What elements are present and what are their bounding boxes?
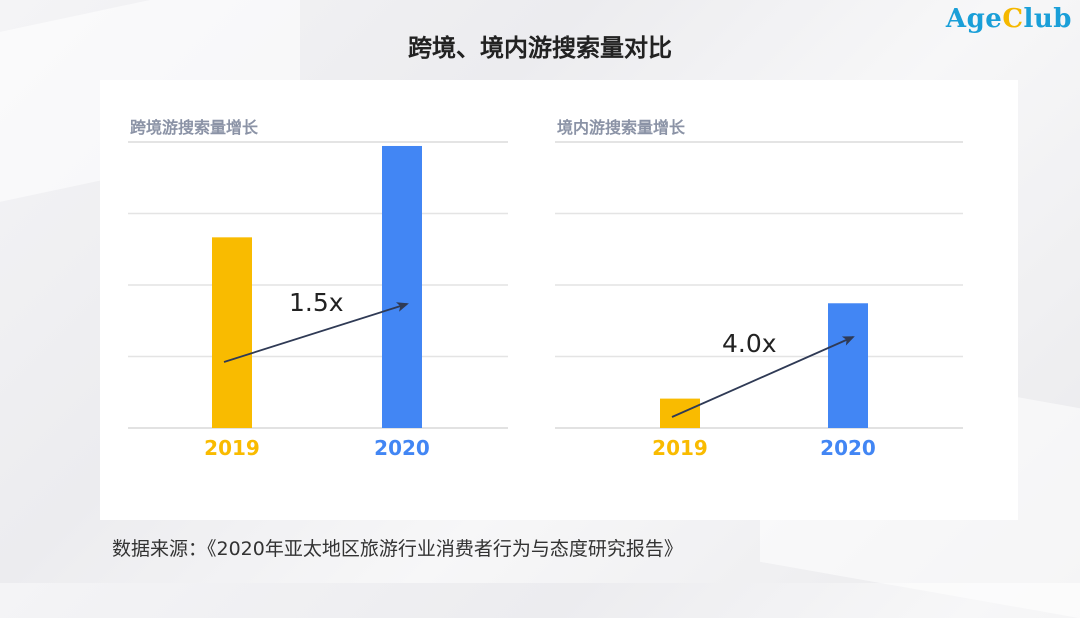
page-title: 跨境、境内游搜索量对比 [408,34,672,62]
chart-panel-2: 境内游搜索量增长 2019 2020 4.0x [555,118,963,460]
growth-arrow [223,302,409,363]
panel-title: 跨境游搜索量增长 [130,118,259,137]
growth-annotation: 4.0x [722,329,777,358]
panel-title: 境内游搜索量增长 [557,118,686,137]
bar-2020 [828,303,868,428]
category-label-2020: 2020 [820,436,876,460]
growth-annotation: 1.5x [289,288,344,317]
category-label-2019: 2019 [652,436,708,460]
chart-card [100,80,1018,520]
growth-arrow [671,336,855,418]
data-source: 数据来源：《2020年亚太地区旅游行业消费者行为与态度研究报告》 [112,538,683,560]
category-label-2019: 2019 [204,436,260,460]
chart-panel-1: 跨境游搜索量增长 2019 2020 1.5x [128,118,508,460]
bar-2019 [212,237,252,428]
category-label-2020: 2020 [374,436,430,460]
bar-2020 [382,145,422,428]
ageclub-logo: AgeClub [945,4,1072,34]
bar-charts: 跨境游搜索量增长 2019 2020 1.5x 境内游搜索量增长 2019 2020 4.0x [128,118,963,460]
